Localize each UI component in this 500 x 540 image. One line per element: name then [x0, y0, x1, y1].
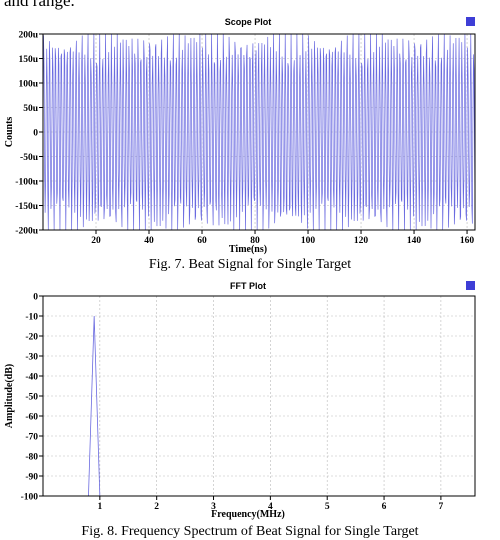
scope-x-tick-label: 20: [91, 236, 101, 246]
fft-plot-title: FFT Plot: [230, 281, 266, 291]
fft-x-tick-label: 5: [325, 502, 330, 512]
scope-y-tick-label: -150u: [15, 202, 38, 212]
scope-y-axis-label: Counts: [4, 117, 15, 148]
scope-y-tick-label: -100u: [15, 178, 38, 188]
fft-y-tick-label: -80: [25, 453, 38, 463]
fft-x-tick-label: 1: [97, 502, 102, 512]
fft-y-tick-label: -90: [25, 473, 38, 483]
intro-text: and range.: [4, 0, 75, 10]
scope-legend-marker: [466, 17, 475, 26]
scope-y-tick-label: -50u: [20, 153, 39, 163]
figure-8-caption: Fig. 8. Frequency Spectrum of Beat Signa…: [81, 524, 419, 539]
fft-y-tick-label: -60: [25, 413, 38, 423]
scope-x-tick-label: 40: [144, 236, 154, 246]
fft-x-tick-label: 2: [154, 502, 159, 512]
scope-x-tick-label: 120: [354, 236, 369, 246]
scope-y-tick-label: 200u: [18, 31, 38, 41]
fft-spectrum-line: [88, 315, 101, 497]
fft-y-tick-label: -50: [25, 393, 38, 403]
scope-x-tick-label: 80: [250, 236, 260, 246]
fft-y-tick-label: -20: [25, 333, 38, 343]
figure-7-caption: Fig. 7. Beat Signal for Single Target: [148, 257, 352, 272]
fft-y-axis-label: Amplitude(dB): [4, 364, 15, 428]
scope-y-tick-label: 50u: [23, 104, 39, 114]
fft-y-tick-label: -10: [25, 313, 38, 323]
fft-y-tick-label: -30: [25, 353, 38, 363]
fft-x-ticks: 1 2 3 4 5 6 7: [97, 496, 444, 512]
scope-x-tick-label: 160: [460, 236, 475, 246]
scope-signal-line: [42, 33, 476, 231]
scope-y-tick-label: 0: [33, 129, 38, 139]
scope-x-tick-label: 100: [301, 236, 316, 246]
fft-x-tick-label: 4: [268, 502, 273, 512]
fft-y-tick-label: -40: [25, 373, 38, 383]
scope-x-ticks: 20 40 60 80 100 120 140 160: [91, 230, 474, 246]
scope-plot-chart: Scope Plot 20 40 60 80 100 120 140 160 200u 150u…: [4, 17, 476, 255]
fft-x-axis-label: Frequency(MHz): [211, 509, 285, 520]
fft-legend-marker: [466, 281, 475, 290]
fft-y-tick-label: -100: [21, 493, 39, 503]
fft-x-tick-label: 6: [382, 502, 387, 512]
fft-y-tick-label: -70: [25, 433, 38, 443]
scope-y-tick-label: 100u: [18, 80, 38, 90]
scope-x-tick-label: 60: [197, 236, 207, 246]
scope-y-ticks: 200u 150u 100u 50u 0 -50u -100u -150u -200u: [15, 31, 43, 237]
fft-y-ticks: 0 -10 -20 -30 -40 -50 -60 -70 -80 -90 -100: [21, 293, 43, 503]
scope-plot-title: Scope Plot: [225, 17, 272, 27]
fft-y-tick-label: 0: [33, 293, 38, 303]
fft-grid: [43, 295, 475, 497]
scope-x-axis-label: Time(ns): [229, 244, 267, 255]
scope-y-tick-label: -200u: [15, 227, 38, 237]
fft-plot-chart: FFT Plot 1 2 3 4 5 6 7 0 -10 -20 -30 -40 -50 -60 -70 -…: [4, 281, 476, 520]
fft-x-tick-label: 3: [211, 502, 216, 512]
fft-x-tick-label: 7: [439, 502, 444, 512]
scope-x-tick-label: 140: [407, 236, 422, 246]
scope-y-tick-label: 150u: [18, 55, 38, 65]
